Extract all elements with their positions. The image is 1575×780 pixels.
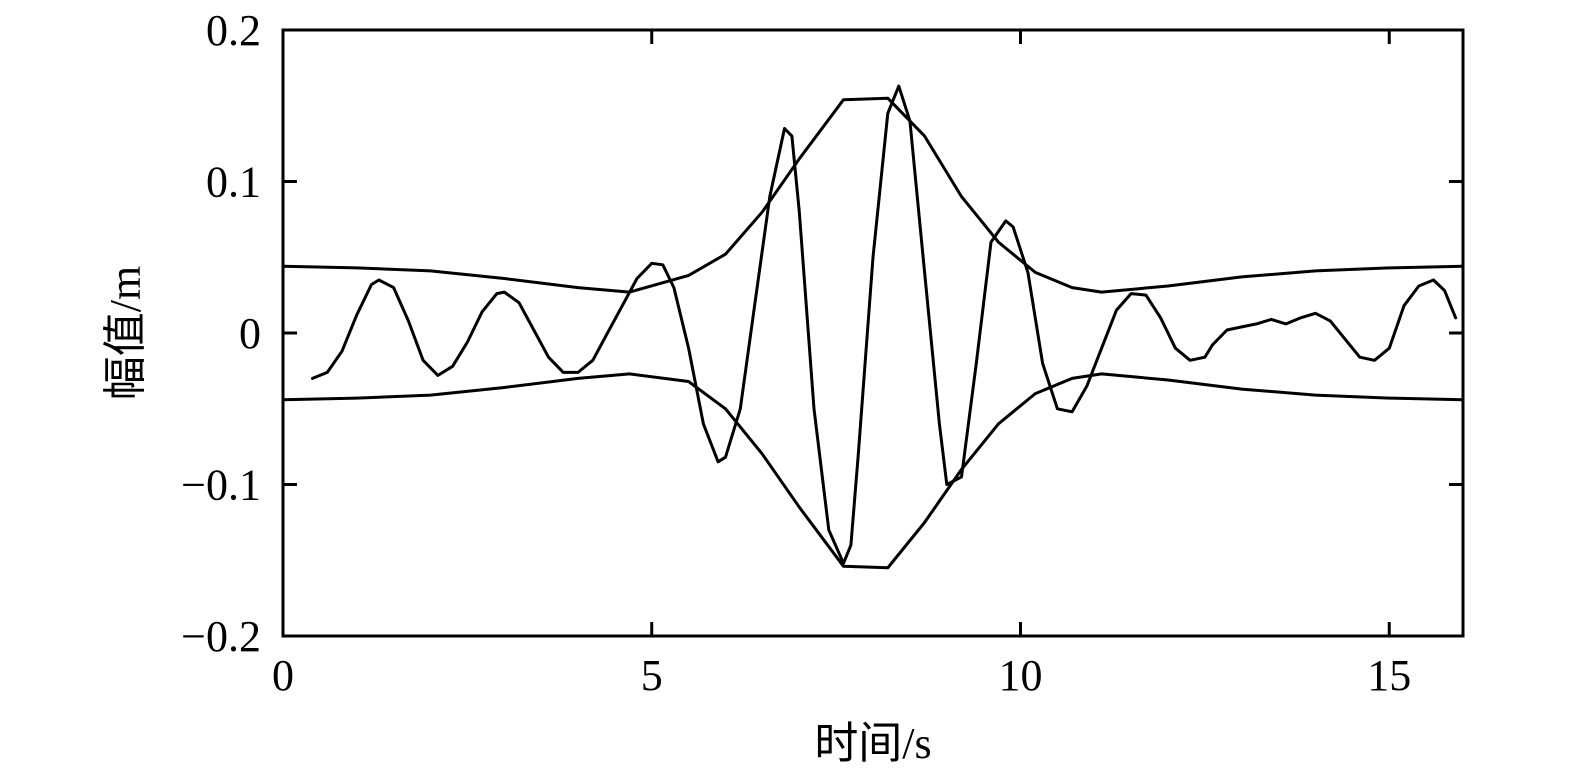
x-tick-label: 5 (641, 651, 663, 700)
x-tick-label: 15 (1367, 651, 1411, 700)
plot-frame (281, 28, 1465, 638)
x-tick-label: 10 (999, 651, 1043, 700)
x-tick-label: 0 (272, 651, 294, 700)
y-tick-label: 0.2 (206, 6, 261, 55)
y-tick-label: 0 (239, 309, 261, 358)
series-layer (281, 84, 1465, 570)
series-line-2 (281, 96, 1465, 294)
y-tick-label: −0.1 (181, 461, 261, 510)
series-line-3 (281, 372, 1465, 570)
ticks-layer (281, 28, 1463, 638)
tick-labels-layer: 0 5 10 15 0.2 0.1 0 −0.1 −0.2 (181, 6, 1411, 700)
series-line-1 (311, 84, 1458, 565)
y-tick-label: 0.1 (206, 158, 261, 207)
y-tick-label: −0.2 (181, 612, 261, 661)
y-axis-label: 幅值/m (101, 266, 150, 400)
x-axis-label: 时间/s (814, 719, 931, 768)
